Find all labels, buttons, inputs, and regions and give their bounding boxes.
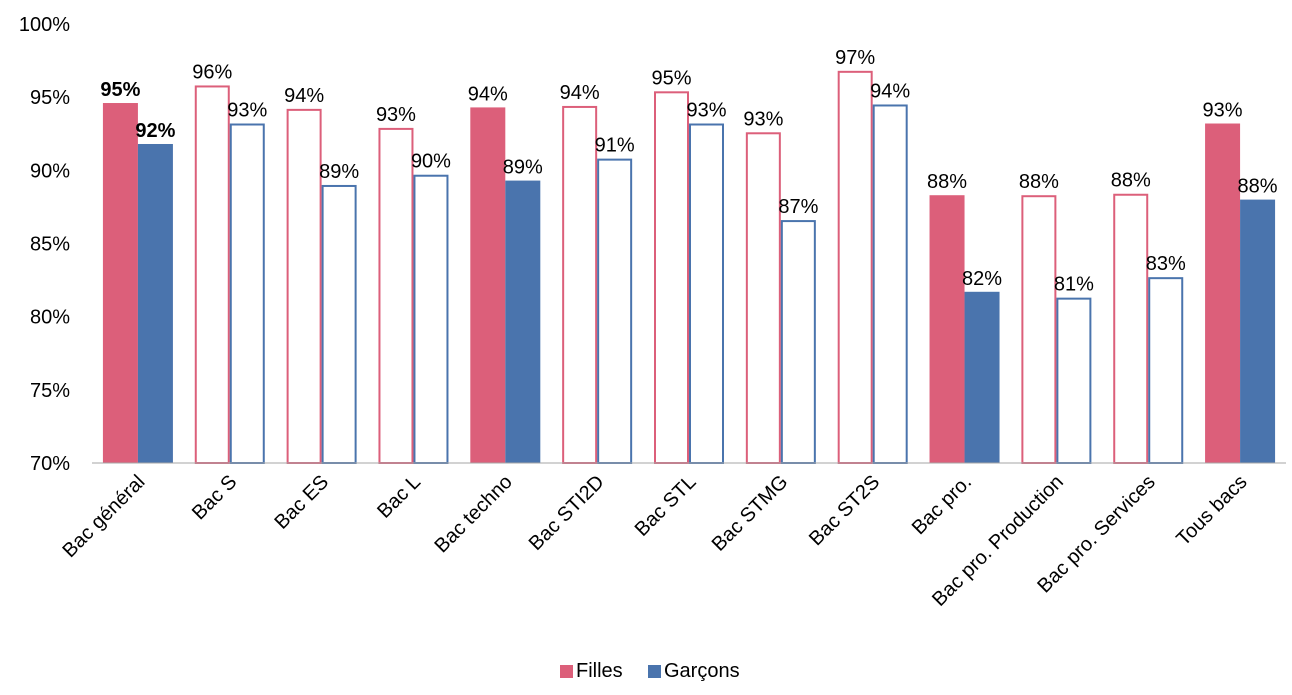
bar-garcons-bac-techno xyxy=(505,180,541,463)
data-label-garcons-bac-stmg: 87% xyxy=(778,196,818,218)
data-label-filles-bac-l: 93% xyxy=(376,104,416,126)
legend-label-filles: Filles xyxy=(576,660,623,682)
data-label-filles-tous-bacs: 93% xyxy=(1203,100,1243,122)
data-label-filles-bac-pro-production: 88% xyxy=(1019,171,1059,193)
data-label-filles-bac-st2s: 97% xyxy=(835,47,875,69)
data-label-garcons-bac-pro-services: 83% xyxy=(1146,253,1186,275)
bar-filles-bac-stmg xyxy=(745,132,781,465)
data-label-filles-bac-pro: 88% xyxy=(927,171,967,193)
data-label-filles-bac-stl: 95% xyxy=(651,67,691,89)
data-label-garcons-bac-stl: 93% xyxy=(686,100,726,122)
y-tick-label: 100% xyxy=(19,14,70,36)
x-tick-label-tous-bacs: Tous bacs xyxy=(1172,471,1251,550)
bar-filles-bac-s xyxy=(194,85,230,465)
bar-garcons-bac-s xyxy=(229,123,265,465)
x-tick-label-bac-es: Bac ES xyxy=(270,471,333,534)
x-tick-label-bac-s: Bac S xyxy=(188,471,241,524)
bar-filles-bac-es xyxy=(286,108,322,465)
data-label-filles-bac-es: 94% xyxy=(284,85,324,107)
bar-garcons-bac-l xyxy=(413,174,449,464)
bar-garcons-bac-general xyxy=(137,143,173,463)
bar-filles-bac-stl xyxy=(654,91,689,465)
y-tick-label: 90% xyxy=(30,160,70,182)
bar-garcons-bac-pro-services xyxy=(1148,277,1184,465)
bar-filles-bac-l xyxy=(378,127,414,464)
x-tick-label-bac-stmg: Bac STMG xyxy=(708,471,793,556)
data-label-garcons-bac-techno: 89% xyxy=(503,157,543,179)
bar-garcons-tous-bacs xyxy=(1240,199,1276,463)
data-label-filles-bac-sti2d: 94% xyxy=(560,82,600,104)
bar-garcons-bac-stl xyxy=(689,123,724,465)
bars-group xyxy=(102,70,1276,465)
data-label-filles-bac-pro-services: 88% xyxy=(1111,170,1151,192)
bar-filles-bac-techno xyxy=(470,107,506,463)
data-label-garcons-bac-s: 93% xyxy=(227,100,267,122)
x-tick-label-bac-general: Bac général xyxy=(58,471,149,562)
data-label-garcons-bac-st2s: 94% xyxy=(870,80,910,102)
y-axis: 70% 75% 80% 85% 90% 95% 100% xyxy=(19,14,70,475)
y-tick-label: 85% xyxy=(30,234,70,256)
y-tick-label: 80% xyxy=(30,307,70,329)
y-tick-label: 95% xyxy=(30,87,70,109)
y-tick-label: 75% xyxy=(30,380,70,402)
x-tick-label-bac-techno: Bac techno xyxy=(431,471,517,557)
data-label-garcons-bac-pro-production: 81% xyxy=(1054,274,1094,296)
data-label-garcons-tous-bacs: 88% xyxy=(1238,176,1278,198)
data-label-garcons-bac-general: 92% xyxy=(135,120,175,142)
x-tick-label-bac-stl: Bac STL xyxy=(631,471,701,541)
bar-filles-bac-st2s xyxy=(837,70,873,465)
x-tick-label-bac-l: Bac L xyxy=(373,471,425,523)
bar-filles-bac-pro xyxy=(929,195,965,463)
legend-swatch-garcons xyxy=(648,665,661,678)
data-labels-group: 95% 92% 96% 93% 94% 89% 93% 90% 94% 89% 94% 91% 95% 9… xyxy=(100,47,1277,296)
category-labels-group: Bac général Bac S Bac ES Bac L Bac techno Bac… xyxy=(58,471,1251,611)
data-label-garcons-bac-l: 90% xyxy=(411,151,451,173)
x-tick-label-bac-st2s: Bac ST2S xyxy=(805,471,884,550)
bar-garcons-bac-pro xyxy=(964,291,1000,463)
bar-filles-bac-pro-services xyxy=(1113,193,1149,464)
data-label-garcons-bac-sti2d: 91% xyxy=(595,135,635,157)
legend-label-garcons: Garçons xyxy=(664,660,740,682)
y-tick-label: 70% xyxy=(30,453,70,475)
bar-garcons-bac-stmg xyxy=(780,220,816,464)
bar-garcons-bac-pro-production xyxy=(1056,297,1092,465)
bar-garcons-bac-st2s xyxy=(872,104,908,464)
bar-filles-tous-bacs xyxy=(1205,123,1241,464)
bar-filles-bac-pro-production xyxy=(1021,195,1057,465)
legend: Filles Garçons xyxy=(560,660,740,682)
bar-filles-bac-general xyxy=(102,103,138,464)
data-label-filles-bac-s: 96% xyxy=(192,61,232,83)
data-label-filles-bac-techno: 94% xyxy=(468,83,508,105)
bar-filles-bac-sti2d xyxy=(562,105,598,465)
x-tick-label-bac-sti2d: Bac STI2D xyxy=(525,471,609,555)
data-label-filles-bac-stmg: 93% xyxy=(743,108,783,130)
bar-garcons-bac-es xyxy=(321,184,357,464)
data-label-filles-bac-general: 95% xyxy=(100,79,140,101)
x-tick-label-bac-pro: Bac pro. xyxy=(908,471,976,539)
bar-garcons-bac-sti2d xyxy=(597,158,633,464)
legend-swatch-filles xyxy=(560,665,573,678)
data-label-garcons-bac-pro: 82% xyxy=(962,268,1002,290)
data-label-garcons-bac-es: 89% xyxy=(319,161,359,183)
